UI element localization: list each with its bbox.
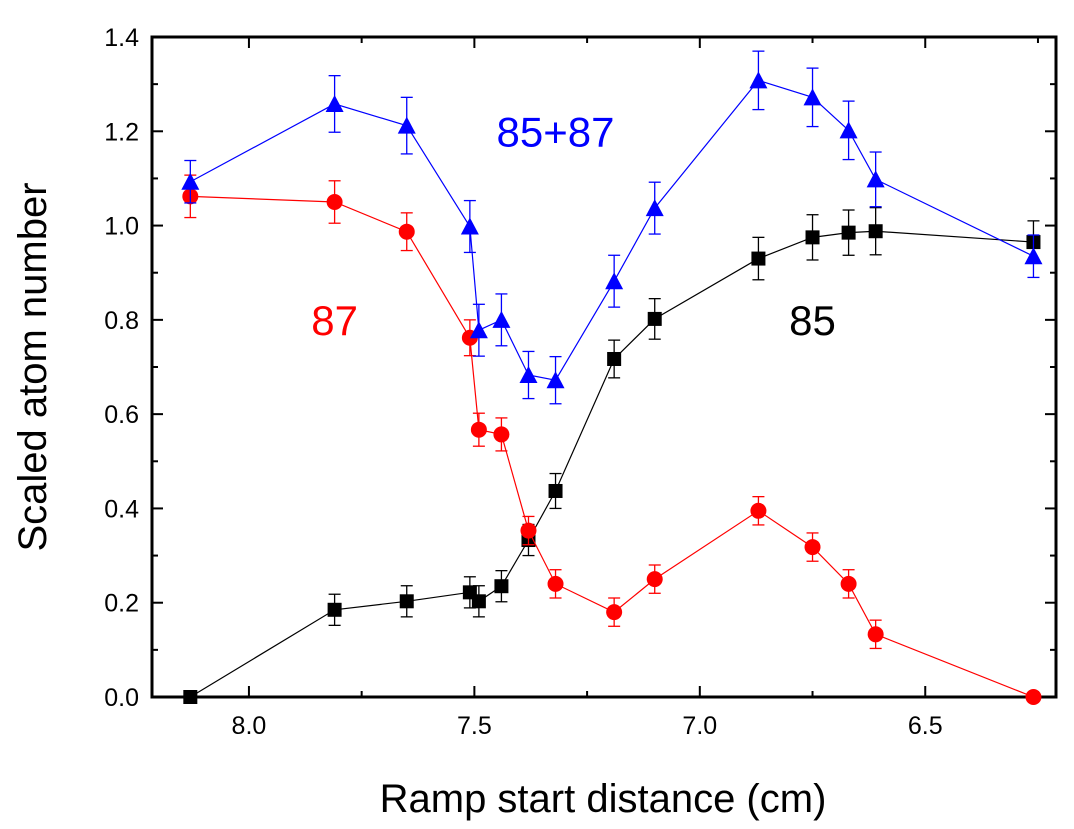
data-point — [751, 251, 766, 266]
y-axis-ticks: 0.0 0.2 0.4 0.6 0.8 1.0 1.2 1.4 — [104, 24, 1056, 712]
data-point — [547, 575, 564, 592]
data-point — [469, 321, 488, 339]
series-line — [190, 195, 1034, 698]
y-tick-label: 1.2 — [104, 118, 139, 146]
y-axis-title: Scaled atom number — [11, 182, 55, 551]
data-point — [605, 272, 624, 290]
data-point — [471, 594, 486, 609]
x-tick-label: 7.5 — [457, 712, 492, 740]
data-point — [867, 626, 884, 643]
data-point — [492, 310, 511, 328]
y-tick-label: 1.0 — [104, 213, 139, 241]
data-point — [805, 230, 820, 245]
y-tick-label: 1.4 — [104, 24, 139, 52]
data-point — [548, 483, 563, 498]
x-axis-title: Ramp start distance (cm) — [380, 777, 827, 821]
series-annotation: 85+87 — [497, 108, 615, 155]
data-point — [840, 575, 857, 592]
data-point — [750, 502, 767, 519]
data-point — [519, 366, 538, 384]
series-87 — [182, 174, 1042, 705]
data-point — [493, 426, 510, 443]
data-point — [749, 71, 768, 89]
data-point — [1024, 247, 1043, 265]
x-tick-label: 7.0 — [682, 712, 717, 740]
data-point — [606, 604, 623, 621]
y-tick-label: 0.2 — [104, 590, 139, 618]
data-point — [1025, 689, 1042, 705]
series-layer — [181, 50, 1043, 705]
data-point — [647, 311, 662, 326]
data-point — [181, 172, 200, 190]
data-point — [868, 224, 883, 239]
data-point — [398, 223, 415, 240]
data-point — [327, 602, 342, 617]
data-point — [397, 116, 416, 134]
x-tick-label: 6.5 — [908, 712, 943, 740]
data-point — [839, 121, 858, 139]
data-point — [460, 217, 479, 235]
data-point — [866, 170, 885, 188]
data-point — [546, 371, 565, 389]
data-point — [607, 351, 622, 366]
data-point — [325, 94, 344, 112]
annotations: 85+87 87 85 — [311, 108, 836, 344]
x-tick-label: 8.0 — [232, 712, 267, 740]
data-point — [646, 571, 663, 588]
data-point — [520, 522, 537, 539]
series-85+87 — [181, 50, 1043, 405]
data-point — [803, 88, 822, 106]
data-point — [804, 539, 821, 556]
data-point — [470, 421, 487, 438]
data-point — [494, 579, 509, 594]
data-point — [399, 594, 414, 609]
y-tick-label: 0.4 — [104, 495, 139, 523]
data-point — [645, 199, 664, 217]
series-annotation: 87 — [311, 297, 358, 344]
y-tick-label: 0.6 — [104, 401, 139, 429]
series-annotation: 85 — [789, 297, 836, 344]
data-point — [841, 225, 856, 240]
x-axis-ticks: 8.0 7.5 7.0 6.5 — [232, 37, 1039, 740]
data-point — [183, 690, 198, 704]
y-tick-label: 0.8 — [104, 307, 139, 335]
data-point — [326, 194, 343, 210]
y-tick-label: 0.0 — [104, 684, 139, 712]
